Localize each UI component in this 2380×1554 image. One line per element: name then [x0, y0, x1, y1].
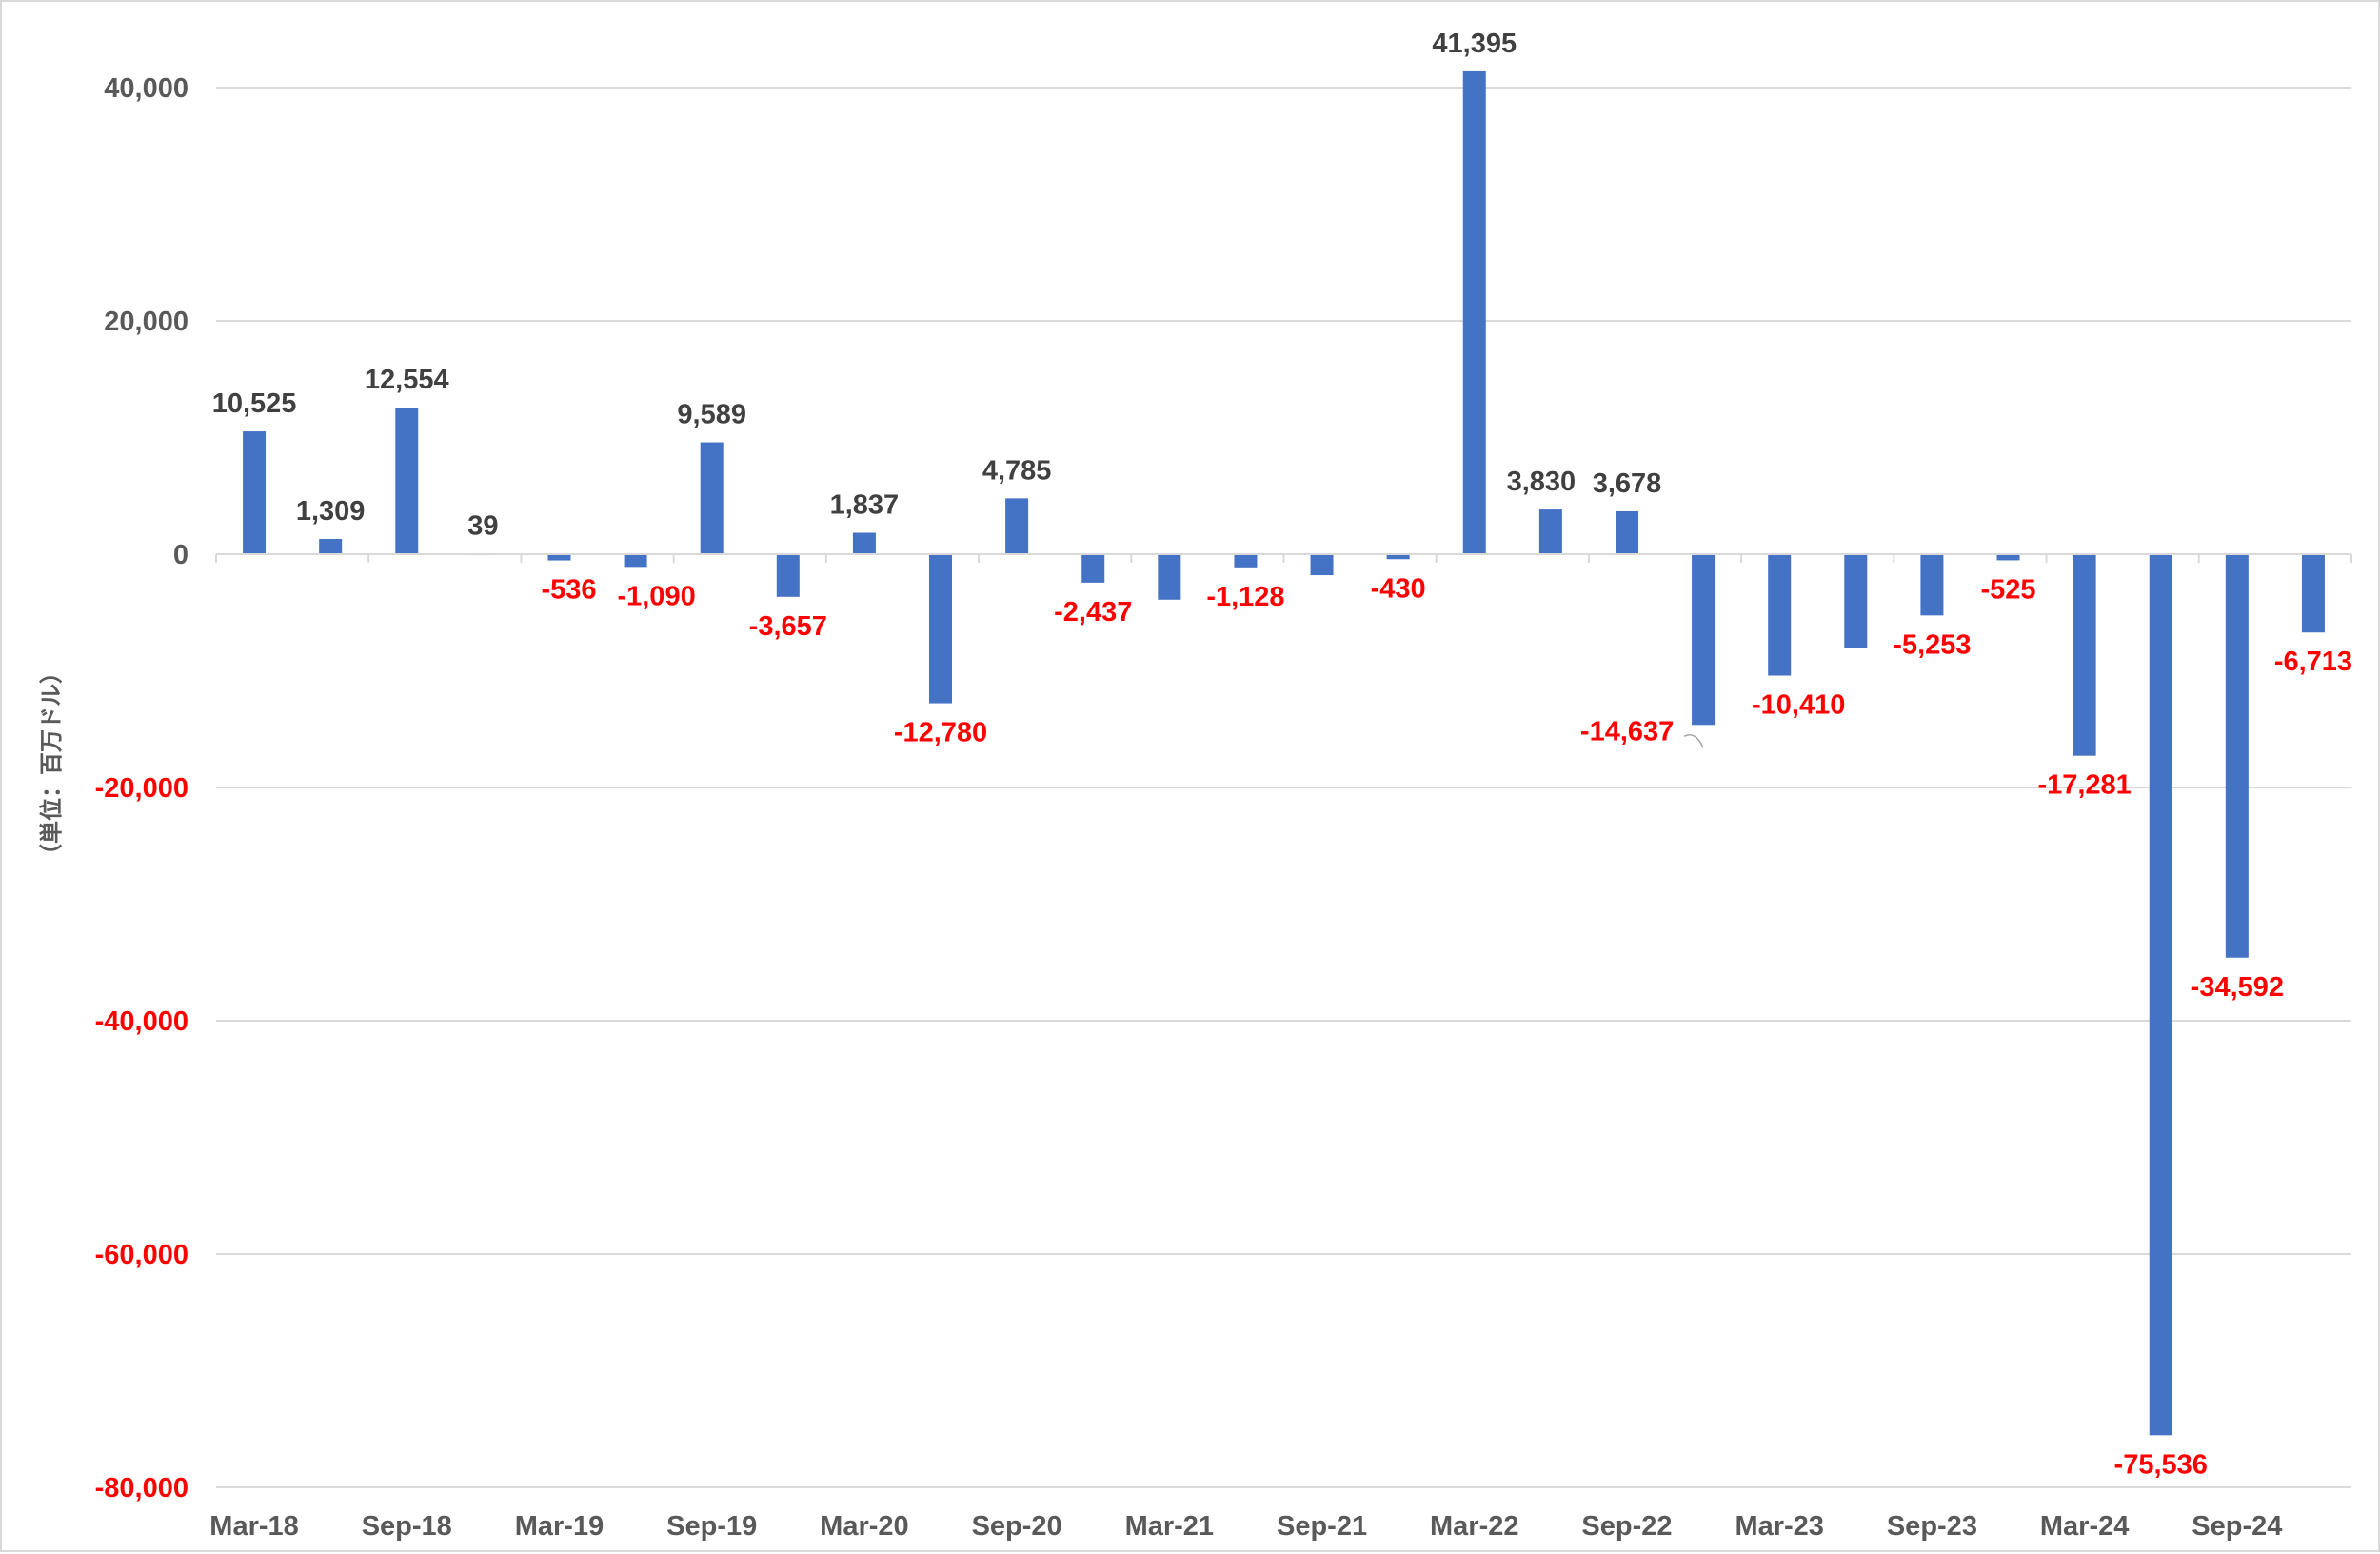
bar [700, 442, 724, 554]
bar [2301, 554, 2325, 633]
data-label: -34,592 [2191, 972, 2284, 1003]
bar [2225, 554, 2249, 958]
data-label: -12,780 [894, 718, 987, 748]
y-tick-label: 20,000 [104, 307, 188, 337]
data-label: 10,525 [212, 388, 297, 419]
x-tick-label: Mar-19 [515, 1511, 605, 1542]
bar [852, 532, 876, 554]
data-label: -10,410 [1752, 690, 1845, 721]
bar [547, 554, 571, 561]
bar [2073, 554, 2096, 756]
data-label: 12,554 [365, 365, 449, 395]
data-label: 4,785 [982, 455, 1052, 486]
bar [1158, 554, 1181, 600]
bar [776, 554, 800, 597]
y-tick-label: 0 [173, 540, 188, 570]
y-tick-label: -80,000 [95, 1473, 188, 1504]
data-label: -5,253 [1893, 629, 1971, 660]
x-axis-tick-labels: Mar-18 Sep-18 Mar-19 Sep-19 Mar-20 Sep-20 Mar-… [209, 1511, 2282, 1542]
data-label: 1,309 [296, 496, 366, 527]
x-tick-label: Mar-24 [2040, 1511, 2130, 1542]
bar [1844, 554, 1868, 648]
data-label: -17,281 [2037, 770, 2131, 801]
bar [1920, 554, 1944, 616]
data-label: -14,637 [1580, 716, 1674, 747]
data-label: 41,395 [1432, 29, 1517, 59]
bar [1538, 509, 1562, 554]
bar [1234, 554, 1258, 568]
bar [1615, 510, 1638, 554]
y-axis-title: （単位：百万ドル） [38, 661, 65, 867]
x-tick-label: Sep-23 [1887, 1511, 1977, 1542]
x-tick-label: Sep-19 [666, 1511, 757, 1542]
data-label: 9,589 [677, 400, 746, 430]
x-tick-label: Mar-20 [820, 1511, 909, 1542]
data-label: -525 [1980, 574, 2035, 605]
leader-line [1683, 734, 1704, 748]
data-label: 3,678 [1593, 468, 1662, 499]
data-label: -430 [1371, 573, 1426, 604]
bar [2149, 554, 2172, 1436]
data-label: 1,837 [830, 489, 900, 520]
bar [1462, 70, 1486, 554]
x-tick-label: Sep-18 [362, 1511, 452, 1542]
bar [624, 554, 647, 568]
x-tick-label: Mar-23 [1735, 1511, 1824, 1542]
x-tick-label: Sep-21 [1277, 1511, 1367, 1542]
y-tick-label: -20,000 [95, 773, 188, 804]
bar [1692, 554, 1716, 726]
bar [1386, 554, 1410, 560]
bar [395, 408, 419, 554]
x-tick-label: Mar-22 [1430, 1511, 1519, 1542]
data-label: -1,128 [1206, 582, 1284, 612]
bar [319, 538, 343, 554]
x-tick-label: Sep-24 [2192, 1511, 2282, 1542]
data-label: -6,713 [2274, 647, 2352, 677]
data-label: -1,090 [617, 581, 695, 611]
y-axis-tick-labels: 40,000 20,000 0 -20,000 -40,000 -60,000 -80,00… [95, 73, 188, 1504]
data-label: -75,536 [2114, 1449, 2208, 1480]
bar [1996, 554, 2020, 561]
x-axis-line [215, 553, 2352, 563]
data-label: -3,657 [749, 611, 827, 642]
bar [1081, 554, 1105, 583]
bar [1768, 554, 1792, 676]
bar [243, 431, 267, 554]
y-tick-label: -40,000 [95, 1006, 188, 1037]
x-tick-label: Sep-22 [1581, 1511, 1672, 1542]
gridlines [216, 87, 2351, 1488]
y-tick-label: -60,000 [95, 1240, 188, 1270]
data-label: -2,437 [1054, 597, 1132, 628]
y-tick-label: 40,000 [104, 73, 188, 104]
data-labels: 10,525 1,309 12,554 39 -536 -1,090 9,589 -3,657… [212, 29, 2352, 1480]
bar [929, 554, 953, 704]
bar [1310, 554, 1334, 576]
bar [1005, 498, 1029, 554]
data-label: 39 [467, 511, 498, 542]
bars [243, 70, 2325, 1436]
x-tick-label: Mar-21 [1125, 1511, 1215, 1542]
x-tick-label: Mar-18 [209, 1511, 299, 1542]
x-tick-label: Sep-20 [972, 1511, 1062, 1542]
data-label: -536 [541, 575, 596, 606]
data-label: 3,830 [1507, 467, 1577, 497]
